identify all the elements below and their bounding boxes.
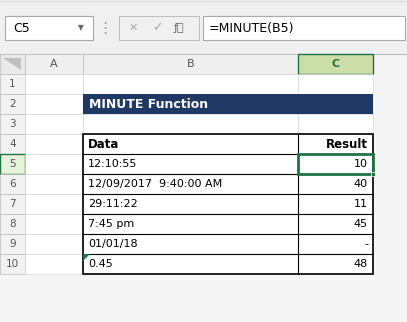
Text: 5: 5 [9, 159, 16, 169]
Bar [298, 134, 373, 154]
Bar [298, 154, 373, 174]
Text: 4: 4 [9, 139, 16, 149]
Text: MINUTE Function: MINUTE Function [89, 98, 208, 110]
Text: 7: 7 [9, 199, 16, 209]
Text: 48: 48 [354, 259, 368, 269]
Bar [25, 54, 83, 74]
Text: Result: Result [326, 137, 368, 150]
Polygon shape [83, 254, 90, 261]
Text: ✓: ✓ [152, 22, 162, 34]
Bar [25, 254, 83, 274]
Text: ⋮: ⋮ [97, 21, 113, 35]
Text: ▼: ▼ [78, 24, 84, 33]
Bar [298, 234, 373, 254]
Text: 11: 11 [354, 199, 368, 209]
Bar [25, 174, 83, 194]
Text: 3: 3 [9, 119, 16, 129]
Text: 7:45 pm: 7:45 pm [88, 219, 134, 229]
Bar [83, 94, 373, 114]
Bar [25, 194, 83, 214]
Text: C5: C5 [13, 22, 30, 34]
Bar [0, 54, 25, 74]
Bar [370, 172, 374, 176]
Bar [298, 194, 373, 214]
Text: Data: Data [88, 137, 119, 150]
Bar [83, 214, 298, 234]
Text: 8: 8 [9, 219, 16, 229]
Bar [0, 0, 407, 54]
Bar [25, 74, 83, 94]
Text: 12:10:55: 12:10:55 [88, 159, 138, 169]
Bar [83, 94, 298, 114]
Bar [298, 74, 373, 94]
Bar [83, 194, 298, 214]
Bar [25, 114, 83, 134]
Bar [298, 54, 373, 74]
Text: 1: 1 [9, 79, 16, 89]
Text: 6: 6 [9, 179, 16, 189]
Bar [298, 174, 373, 194]
Bar [83, 154, 298, 174]
Bar [298, 154, 373, 174]
Text: 01/01/18: 01/01/18 [88, 239, 138, 249]
Bar [0, 254, 25, 274]
Bar [83, 254, 298, 274]
Bar [203, 16, 405, 40]
Bar [83, 134, 373, 274]
Bar [0, 134, 25, 154]
Polygon shape [3, 58, 21, 70]
Bar [0, 54, 407, 322]
Bar [83, 114, 298, 134]
Bar [25, 94, 83, 114]
Text: A: A [50, 59, 58, 69]
Bar [25, 214, 83, 234]
Bar [0, 234, 25, 254]
Bar [83, 54, 298, 74]
Bar [298, 114, 373, 134]
Bar [0, 94, 25, 114]
Bar [0, 74, 25, 94]
Text: 0.45: 0.45 [88, 259, 113, 269]
Text: 10: 10 [354, 159, 368, 169]
Text: -: - [364, 239, 368, 249]
Bar [25, 134, 83, 154]
Text: 40: 40 [354, 179, 368, 189]
Bar [0, 174, 25, 194]
Text: 45: 45 [354, 219, 368, 229]
Bar [0, 114, 25, 134]
Bar [83, 134, 298, 154]
Text: B: B [187, 59, 194, 69]
Text: ✕: ✕ [128, 23, 138, 33]
Bar [5, 16, 93, 40]
Bar [83, 74, 298, 94]
Text: 29:11:22: 29:11:22 [88, 199, 138, 209]
Text: 10: 10 [6, 259, 19, 269]
Text: 2: 2 [9, 99, 16, 109]
Text: =MINUTE(B5): =MINUTE(B5) [209, 22, 295, 34]
Bar [0, 194, 25, 214]
Text: C: C [331, 59, 339, 69]
Text: 12/09/2017  9:40:00 AM: 12/09/2017 9:40:00 AM [88, 179, 222, 189]
Bar [0, 214, 25, 234]
Bar [83, 234, 298, 254]
Bar [298, 94, 373, 114]
Bar [298, 214, 373, 234]
Text: 9: 9 [9, 239, 16, 249]
Text: ƒ𝑥: ƒ𝑥 [174, 23, 184, 33]
Bar [298, 254, 373, 274]
Bar [83, 174, 298, 194]
Bar [119, 16, 199, 40]
Bar [0, 154, 25, 174]
Bar [25, 154, 83, 174]
Bar [25, 234, 83, 254]
